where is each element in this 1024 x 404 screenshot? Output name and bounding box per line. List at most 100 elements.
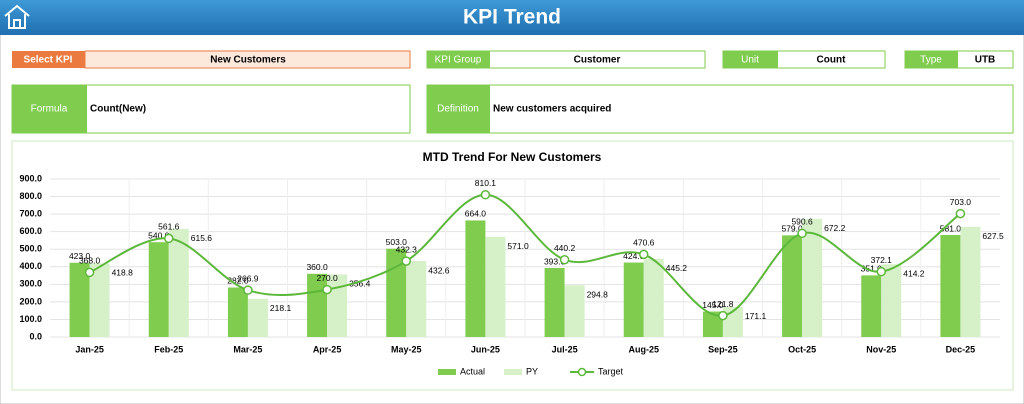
x-tick-label: Oct-25 [788, 344, 816, 354]
data-label: 360.0 [306, 262, 328, 272]
data-label: 356.4 [349, 279, 371, 289]
line-marker [84, 267, 95, 278]
y-tick-label: 700.0 [19, 208, 42, 218]
bar [802, 218, 823, 337]
bar [544, 268, 565, 337]
bar [881, 264, 902, 337]
data-label: 540.0 [148, 230, 170, 240]
chart-title: MTD Trend For New Customers [423, 150, 602, 164]
line-marker [164, 233, 174, 244]
field-label: Definition [437, 104, 479, 115]
field-label-bg [723, 51, 778, 68]
y-tick-label: 100.0 [19, 314, 42, 324]
page-title: KPI Trend [463, 6, 561, 29]
data-label: 424.0 [623, 251, 645, 261]
data-label: 672.2 [824, 223, 846, 233]
line-marker [559, 254, 570, 265]
bar [485, 236, 506, 337]
x-tick-label: Jun-25 [471, 344, 500, 354]
data-label: 282.0 [227, 276, 249, 286]
x-tick-label: Aug-25 [628, 344, 659, 354]
field-label-bg [427, 85, 490, 133]
bar [623, 262, 644, 337]
field-value-bg[interactable] [84, 50, 411, 69]
x-tick-label: Nov-25 [866, 344, 896, 354]
line-marker [639, 249, 649, 260]
title-bar [0, 0, 1024, 35]
bar [564, 285, 585, 337]
data-label: 266.9 [237, 273, 259, 283]
line-marker [797, 228, 807, 239]
data-label: 627.5 [982, 231, 1004, 241]
data-label: 418.8 [112, 268, 134, 278]
data-label: 440.2 [554, 243, 576, 253]
data-label: 503.0 [386, 237, 408, 247]
field-label: KPI Group [435, 55, 482, 66]
data-label: 470.6 [633, 238, 655, 248]
bar [960, 226, 981, 337]
line-marker [243, 285, 253, 295]
bar [782, 235, 803, 337]
field-value[interactable]: New Customers [210, 55, 286, 66]
bar [307, 273, 328, 337]
data-label: 393.0 [544, 256, 566, 266]
data-label: 810.1 [475, 178, 497, 188]
x-tick-label: May-25 [391, 344, 422, 354]
data-label: 703.0 [950, 197, 972, 207]
field-label-bg [12, 51, 85, 68]
field-label: Type [920, 55, 942, 66]
data-label: 432.6 [428, 265, 450, 275]
legend-swatch [577, 367, 587, 377]
data-label: 561.6 [158, 222, 180, 232]
data-label: 414.2 [903, 269, 925, 279]
bar [89, 263, 110, 337]
y-tick-label: 400.0 [19, 261, 42, 271]
bar [702, 311, 723, 337]
data-label: 615.6 [191, 233, 213, 243]
field-label-bg [427, 51, 490, 68]
data-label: 121.8 [712, 299, 734, 309]
bar [643, 258, 664, 337]
legend-label: PY [526, 366, 538, 376]
line-marker [401, 256, 411, 266]
x-tick-label: Mar-25 [233, 344, 262, 354]
data-label: 351.0 [861, 264, 883, 274]
legend-label: Target [598, 366, 624, 376]
bar [69, 262, 90, 337]
home-icon[interactable] [4, 4, 30, 29]
data-label: 372.1 [871, 255, 893, 265]
x-tick-label: Feb-25 [154, 344, 183, 354]
y-tick-label: 200.0 [19, 296, 42, 306]
bar [940, 235, 961, 337]
data-label: 590.6 [791, 217, 813, 227]
data-label: 664.0 [465, 209, 487, 219]
field-value: Customer [574, 55, 621, 66]
field-label-bg [12, 85, 87, 133]
x-tick-label: Dec-25 [946, 344, 976, 354]
data-label: 171.1 [745, 311, 767, 321]
bar [168, 228, 189, 337]
y-tick-label: 300.0 [19, 279, 42, 289]
data-label: 294.8 [587, 289, 609, 299]
legend-label: Actual [460, 366, 485, 376]
bar [148, 242, 169, 337]
y-tick-label: 600.0 [19, 226, 42, 236]
data-label: 445.2 [666, 263, 688, 273]
field-value: UTB [975, 55, 996, 66]
bar [406, 261, 427, 337]
data-label: 571.0 [507, 241, 529, 251]
y-tick-label: 800.0 [19, 191, 42, 201]
line-marker [480, 190, 491, 200]
bar [227, 287, 248, 337]
line-marker [718, 310, 728, 321]
data-label: 432.3 [396, 244, 418, 254]
field-box [426, 84, 1014, 134]
line-marker [322, 284, 332, 295]
bar [386, 248, 407, 337]
x-tick-label: Jan-25 [75, 344, 104, 354]
line-marker [876, 266, 886, 277]
legend-swatch [438, 369, 456, 375]
data-label: 270.0 [316, 273, 338, 283]
field-value: Count(New) [90, 104, 146, 115]
line [89, 193, 962, 317]
